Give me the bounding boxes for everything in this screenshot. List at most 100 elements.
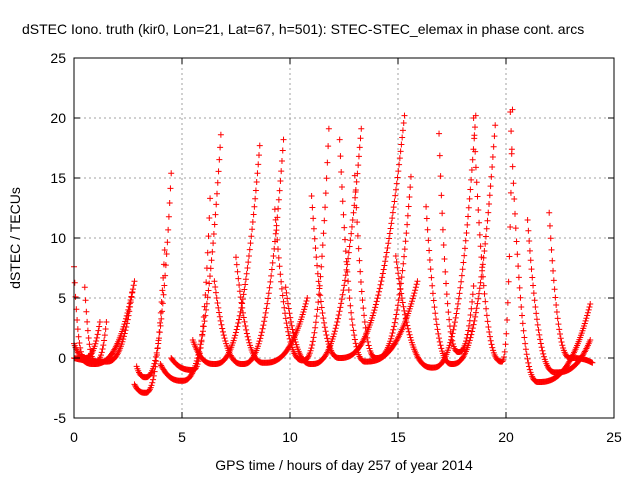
data-point [446,316,453,323]
data-point [158,299,165,306]
data-point [159,308,166,315]
data-point [353,204,360,211]
data-point [409,298,416,305]
data-point [583,315,590,322]
data-point [309,338,316,345]
data-point [474,300,481,307]
data-point [149,379,156,386]
x-tick-label: 25 [606,429,622,445]
data-point [515,263,522,270]
data-point [391,319,398,326]
data-point [315,291,322,298]
data-point [394,306,401,313]
data-point [549,257,556,264]
data-point [491,133,498,140]
data-point [82,297,89,304]
data-point [393,180,400,187]
data-point [236,312,243,319]
data-point [550,267,557,274]
data-point [338,300,345,307]
data-point [436,130,443,137]
data-point [338,296,345,303]
data-point [448,333,455,340]
data-point [324,335,331,342]
data-point [551,286,558,293]
data-point [472,164,479,171]
data-point [334,318,341,325]
data-point [464,221,471,228]
data-point [125,312,132,319]
data-point [471,124,478,131]
data-point [256,142,263,149]
data-point [204,249,211,256]
data-point [247,240,254,247]
data-point [556,326,563,333]
x-tick-label: 20 [498,429,514,445]
data-point [443,291,450,298]
data-point [286,335,293,342]
data-point [484,318,491,325]
data-point [348,316,355,323]
data-point [438,192,445,199]
data-point [234,323,241,330]
data-point [520,327,527,334]
data-point [398,141,405,148]
data-point [272,230,279,237]
data-point [195,358,202,365]
data-point [318,263,325,270]
data-point [449,337,456,344]
data-point [319,309,326,316]
data-point [558,338,565,345]
data-point [401,112,408,119]
data-point [480,282,487,289]
data-point [404,322,411,329]
data-point [323,331,330,338]
data-point [158,315,165,322]
data-point [96,323,103,330]
data-point [213,294,220,301]
data-point [376,288,383,295]
data-point [317,292,324,299]
data-point [345,278,352,285]
data-point [524,217,531,223]
data-point [262,309,269,316]
data-point [441,256,448,263]
data-point [341,224,348,231]
data-point [159,300,166,307]
data-point [147,370,154,377]
data-point [369,315,376,322]
data-point [275,246,281,253]
x-axis-label: GPS time / hours of day 257 of year 2014 [215,457,473,473]
data-point [74,326,81,333]
data-point [76,339,83,346]
data-point [412,287,419,294]
data-point [123,323,130,330]
data-point [462,340,469,347]
data-point [435,330,442,337]
data-point [371,307,378,314]
data-point [284,300,291,307]
data-point [476,285,483,292]
data-point [432,310,439,317]
data-point [351,332,358,339]
data-point [303,297,310,304]
data-point [509,163,516,170]
data-point [391,198,398,205]
data-point [503,330,510,337]
data-point [127,299,134,306]
data-point [258,329,265,336]
data-point [434,326,441,333]
data-point [382,253,389,260]
data-point [165,226,172,233]
data-point [337,153,344,160]
data-point [489,344,496,351]
data-point [437,342,444,349]
data-point [319,253,326,260]
data-point [423,203,430,210]
data-point [398,295,405,302]
data-point [253,179,260,186]
data-point [471,132,478,139]
data-point [355,245,362,252]
data-point [335,312,342,319]
